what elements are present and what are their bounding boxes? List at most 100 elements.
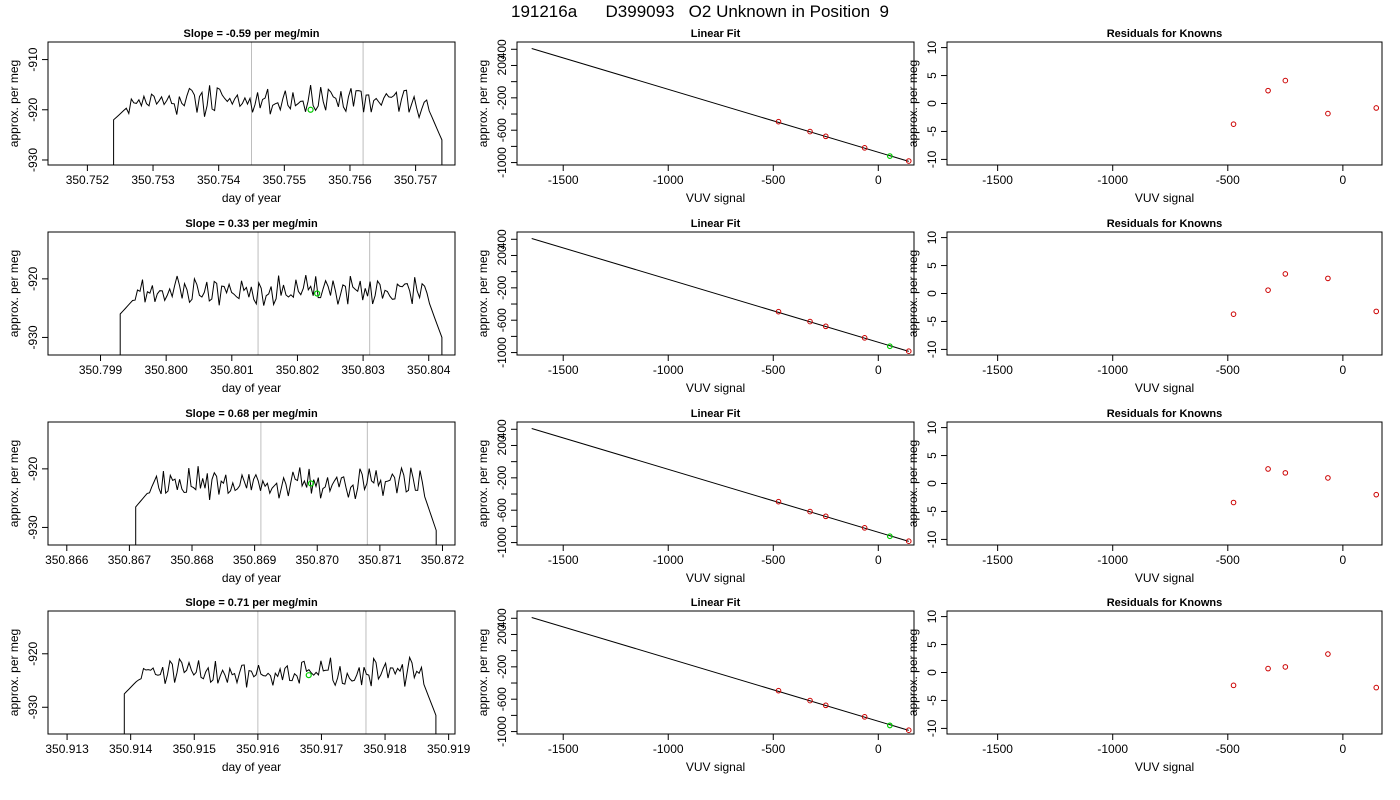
x-tick-label: -1000 (1097, 742, 1128, 756)
unknown-point (886, 343, 893, 350)
data-trace (135, 466, 437, 545)
known-point (822, 702, 829, 709)
y-tick-label: 5 (925, 262, 939, 269)
unknown-point (886, 722, 893, 729)
y-axis-label: approx. per meg (7, 250, 21, 337)
x-tick-label: -500 (1216, 363, 1240, 377)
residual-point (1325, 475, 1331, 481)
residual-point (1282, 77, 1289, 84)
x-tick-label: -1500 (982, 553, 1013, 567)
panel-fit-2: Linear Fit VUV signal approx. per meg -1500… (476, 218, 915, 395)
x-axis-label: VUV signal (686, 381, 745, 395)
y-tick-label: 0 (925, 290, 939, 297)
y-tick-label: -10 (925, 150, 939, 168)
x-tick-label: -500 (1216, 553, 1240, 567)
y-tick-label: 5 (925, 452, 939, 459)
panel-title: Slope = 0.33 per meg/min (185, 218, 318, 230)
panel-title: Linear Fit (691, 597, 741, 609)
residual-point (1282, 664, 1289, 670)
plot-area (531, 47, 912, 164)
plot-area (531, 616, 912, 733)
known-point (822, 513, 829, 520)
y-tick-label: -5 (925, 316, 939, 327)
unknown-point (886, 153, 893, 159)
y-tick-label: 200 (495, 55, 509, 75)
known-point (807, 508, 813, 515)
x-tick-label: 0 (1340, 173, 1347, 187)
x-tick-label: -500 (1216, 742, 1240, 756)
y-tick-label: -200 (495, 276, 509, 300)
y-tick-label: -930 (26, 148, 40, 172)
x-tick-label: 350.754 (197, 173, 241, 187)
y-tick-label: 200 (495, 624, 509, 644)
known-point (822, 323, 829, 330)
known-point (775, 118, 782, 125)
x-tick-label: -1000 (653, 553, 684, 567)
residual-point (1373, 684, 1380, 691)
x-axis-label: VUV signal (1135, 760, 1194, 774)
x-tick-label: 350.915 (173, 742, 217, 756)
y-tick-label: -10 (925, 340, 939, 358)
x-axis-label: VUV signal (1135, 571, 1194, 585)
y-tick-label: -1000 (495, 337, 509, 368)
residual-point (1230, 311, 1237, 317)
y-tick-label: -1000 (495, 147, 509, 178)
plot-area (113, 42, 443, 165)
y-tick-label: 0 (925, 480, 939, 487)
panel-title: Residuals for Knowns (1107, 28, 1223, 40)
data-trace (123, 655, 437, 734)
panel-timeseries-4: Slope = 0.71 per meg/min day of year appro… (7, 597, 471, 774)
y-axis-label: approx. per meg (476, 250, 490, 337)
x-tick-label: -1500 (982, 363, 1013, 377)
x-tick-label: -1500 (982, 742, 1013, 756)
y-tick-label: -600 (495, 118, 509, 142)
y-axis-label: approx. per meg (906, 60, 920, 147)
y-tick-label: -920 (26, 97, 40, 121)
known-point (905, 727, 912, 733)
data-trace (119, 275, 443, 355)
x-tick-label: -1000 (1097, 363, 1128, 377)
x-tick-label: 350.804 (407, 363, 451, 377)
residual-point (1230, 682, 1237, 689)
y-tick-label: 200 (495, 245, 509, 265)
residual-point (1265, 87, 1271, 94)
y-tick-label: 10 (925, 231, 939, 245)
panel-title: Slope = -0.59 per meg/min (183, 28, 319, 40)
residual-point (1265, 287, 1271, 293)
y-tick-label: 10 (925, 41, 939, 55)
x-tick-label: 350.756 (328, 173, 372, 187)
panel-fit-1: Linear Fit VUV signal approx. per meg -1500… (476, 28, 915, 205)
panel-timeseries-2: Slope = 0.33 per meg/min day of year appro… (7, 218, 456, 395)
x-tick-label: 350.752 (66, 173, 110, 187)
x-tick-label: 350.913 (45, 742, 89, 756)
y-tick-label: 0 (925, 100, 939, 107)
residual-point (1373, 491, 1380, 498)
x-tick-label: -1500 (548, 553, 579, 567)
known-point (775, 498, 782, 505)
plot-frame (47, 421, 456, 546)
y-tick-label: -920 (26, 267, 40, 291)
plot-area (531, 427, 912, 544)
y-tick-label: 200 (495, 435, 509, 455)
plot-frame (516, 231, 915, 356)
known-point (822, 133, 829, 140)
plot-frame (946, 610, 1383, 735)
panel-residuals-3: Residuals for Knowns VUV signal approx. pe… (906, 408, 1383, 585)
x-tick-label: 0 (1340, 742, 1347, 756)
fit-line (531, 47, 909, 162)
fit-line (531, 427, 909, 542)
known-point (807, 128, 813, 135)
y-axis-label: approx. per meg (7, 629, 21, 716)
x-tick-label: -500 (761, 363, 785, 377)
panel-residuals-4: Residuals for Knowns VUV signal approx. pe… (906, 597, 1383, 774)
panel-fit-3: Linear Fit VUV signal approx. per meg -1500… (476, 408, 915, 585)
y-tick-label: 400 (495, 419, 509, 439)
x-tick-label: 350.753 (131, 173, 175, 187)
x-tick-label: 350.802 (276, 363, 320, 377)
plot-area (1230, 651, 1380, 691)
panel-title: Slope = 0.71 per meg/min (185, 597, 318, 609)
x-tick-label: -1000 (653, 363, 684, 377)
known-point (861, 335, 868, 341)
y-tick-label: 400 (495, 39, 509, 59)
